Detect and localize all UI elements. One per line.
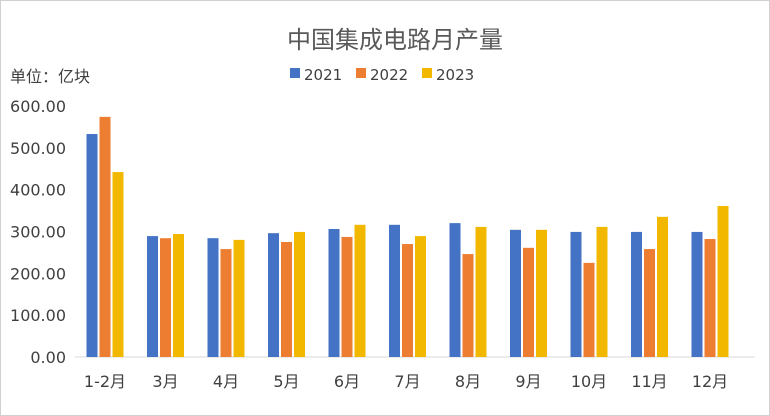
bar-2023-7月	[415, 236, 426, 357]
bar-2021-5月	[268, 233, 279, 357]
x-tick-label: 10月	[571, 372, 607, 391]
bar-2022-10月	[583, 262, 595, 357]
x-tick-label: 6月	[334, 372, 360, 391]
bar-2022-1-2月	[99, 116, 111, 357]
legend-label-2021: 2021	[304, 66, 342, 84]
x-tick-label: 3月	[152, 372, 178, 391]
bar-2021-3月	[147, 236, 158, 357]
bar-2022-12月	[704, 239, 716, 357]
bar-2022-11月	[644, 249, 655, 357]
y-tick-label: 600.00	[10, 97, 66, 116]
legend-swatch-2023	[422, 68, 432, 78]
legend-label-2022: 2022	[370, 66, 408, 84]
x-tick-label: 8月	[455, 372, 481, 391]
bar-2021-11月	[631, 231, 642, 357]
legend: 2021 2022 2023	[290, 66, 474, 84]
y-tick-label: 100.00	[10, 306, 66, 325]
y-axis: 0.00 100.00 200.00 300.00 400.00 500.00 600.00	[10, 97, 66, 367]
bar-2022-9月	[523, 247, 534, 357]
x-tick-label: 9月	[515, 372, 541, 391]
chart-title: 中国集成电路月产量	[287, 26, 503, 54]
x-tick-label: 5月	[273, 372, 299, 391]
bar-2023-1-2月	[112, 172, 124, 357]
bar-2023-9月	[536, 229, 547, 357]
y-tick-label: 200.00	[10, 264, 66, 283]
bar-2022-4月	[220, 249, 232, 357]
x-tick-label: 4月	[213, 372, 239, 391]
x-tick-label: 11月	[631, 372, 667, 391]
unit-label: 单位：亿块	[10, 67, 90, 86]
y-tick-label: 0.00	[30, 348, 66, 367]
bar-2022-3月	[160, 238, 171, 357]
bar-2021-6月	[328, 228, 340, 357]
bar-2023-11月	[657, 216, 668, 357]
bar-2022-8月	[462, 254, 474, 357]
legend-label-2023: 2023	[436, 66, 474, 84]
bar-2021-1-2月	[86, 134, 98, 357]
bar-2021-4月	[207, 238, 219, 357]
bar-2023-8月	[475, 226, 487, 357]
bar-2021-8月	[449, 223, 461, 357]
x-tick-label: 1-2月	[84, 372, 126, 391]
bar-2022-5月	[281, 241, 292, 357]
bar-2022-6月	[341, 236, 353, 357]
y-tick-label: 500.00	[10, 139, 66, 158]
bar-2023-12月	[717, 205, 729, 357]
bar-2021-9月	[510, 229, 521, 357]
bar-2023-5月	[294, 231, 305, 357]
legend-swatch-2021	[290, 68, 300, 78]
legend-swatch-2022	[356, 68, 366, 78]
bar-2021-12月	[691, 231, 703, 357]
bar-2021-10月	[570, 231, 582, 357]
x-tick-label: 12月	[692, 372, 728, 391]
bar-2023-6月	[354, 224, 366, 357]
x-tick-label: 7月	[394, 372, 420, 391]
bar-2021-7月	[389, 224, 400, 357]
y-tick-label: 300.00	[10, 223, 66, 242]
bars	[86, 116, 729, 357]
y-tick-label: 400.00	[10, 181, 66, 200]
bar-2023-10月	[596, 226, 608, 357]
bar-2022-7月	[402, 244, 413, 357]
bar-2023-3月	[173, 234, 184, 357]
bar-2023-4月	[233, 239, 245, 357]
x-axis: 1-2月 3月 4月 5月 6月 7月 8月 9月 10月 11月 12月	[84, 372, 728, 391]
